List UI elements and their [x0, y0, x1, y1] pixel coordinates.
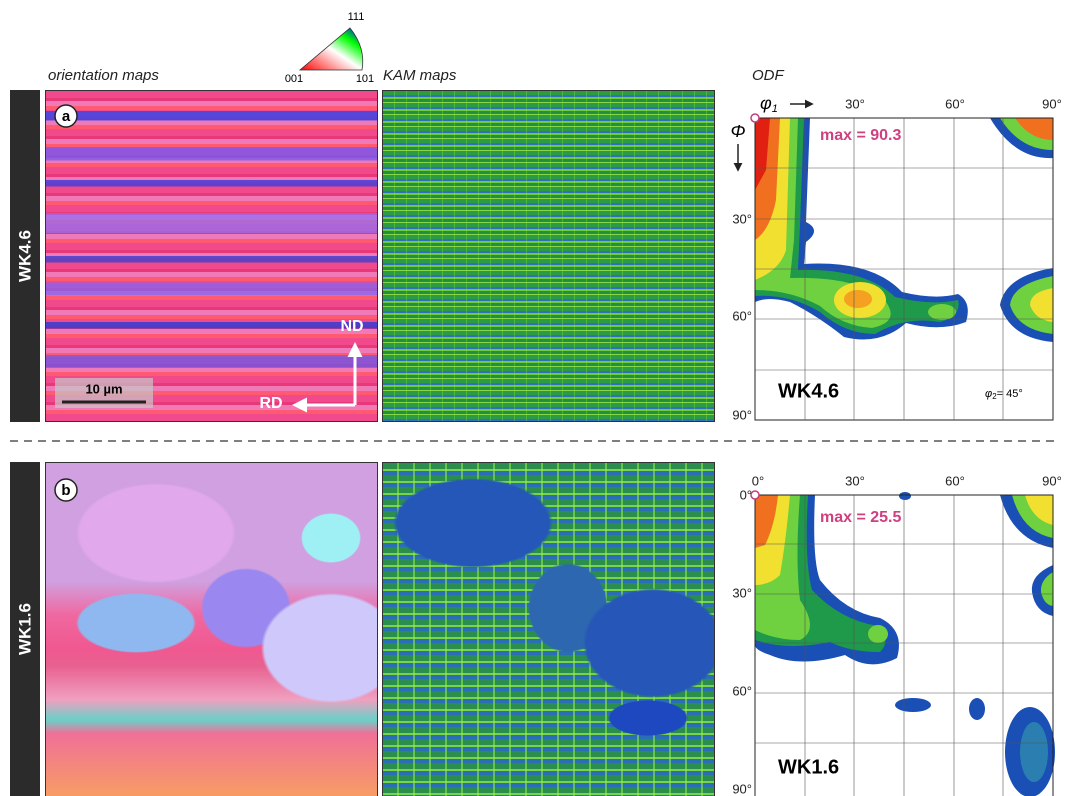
- odf-contours: [755, 492, 1055, 796]
- y-label: 30°: [732, 585, 752, 600]
- panel-letter: b: [61, 482, 70, 499]
- nd-label: ND: [340, 318, 363, 335]
- header: KAM maps: [383, 67, 457, 84]
- ipf-label: 001: [285, 73, 303, 85]
- phi1-sub: 1: [772, 103, 778, 115]
- ipf-triangle: [300, 28, 363, 70]
- x-label: 0°: [752, 473, 764, 488]
- x-label: 60°: [945, 473, 965, 488]
- y-label: 60°: [732, 683, 752, 698]
- max-label: max = 25.5: [820, 509, 902, 526]
- overlay: orientation maps KAM maps ODF 111 001 10…: [0, 0, 1071, 796]
- phi2: φ: [985, 388, 992, 400]
- scale-label: 10 µm: [85, 381, 122, 396]
- header: ODF: [752, 67, 785, 84]
- phi2-value: = 45°: [997, 388, 1023, 400]
- x-label: 60°: [945, 96, 965, 111]
- x-label: 30°: [845, 96, 865, 111]
- Phi-label: Φ: [730, 121, 745, 141]
- ipf-label: 111: [348, 11, 365, 23]
- x-label: 90°: [1042, 473, 1062, 488]
- phi1-label: φ1: [760, 93, 778, 115]
- odf-sample: WK4.6: [778, 380, 839, 402]
- sample-label: WK1.6: [15, 603, 34, 655]
- y-label: 90°: [732, 407, 752, 422]
- rd-label: RD: [259, 395, 282, 412]
- y-label: 60°: [732, 308, 752, 323]
- phi1: φ: [760, 93, 772, 113]
- ipf-label: 101: [356, 73, 374, 85]
- y-label: 30°: [732, 211, 752, 226]
- figure: orientation maps KAM maps ODF 111 001 10…: [0, 0, 1071, 796]
- odf-sample: WK1.6: [778, 756, 839, 778]
- origin-marker: [751, 114, 759, 122]
- phi2-label: φ2= 45°: [985, 388, 1023, 401]
- x-label: 30°: [845, 473, 865, 488]
- header: orientation maps: [48, 67, 159, 84]
- y-label: 90°: [732, 781, 752, 796]
- y-label: 0°: [740, 487, 752, 502]
- origin-marker: [751, 491, 759, 499]
- max-label: max = 90.3: [820, 127, 902, 144]
- sample-label: WK4.6: [15, 230, 34, 282]
- x-label: 90°: [1042, 96, 1062, 111]
- panel-letter: a: [62, 108, 71, 125]
